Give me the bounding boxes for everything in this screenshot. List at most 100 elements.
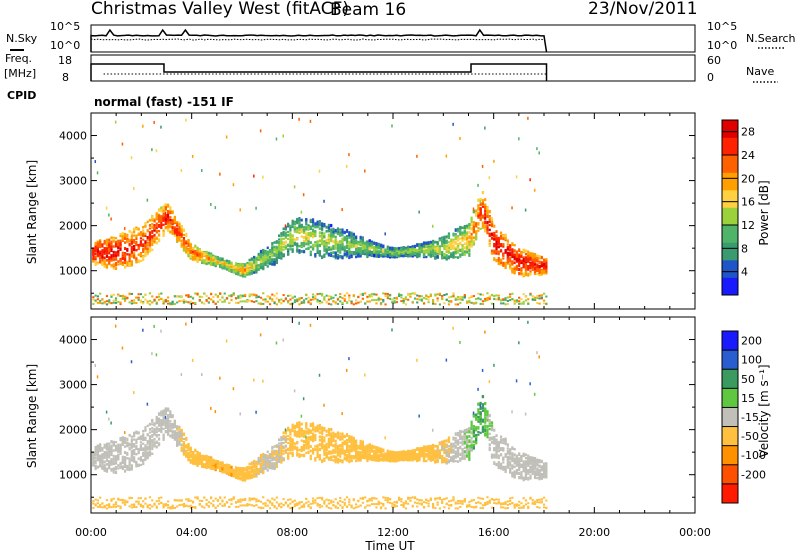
power-cell: [180, 233, 183, 236]
power-cell: [486, 299, 489, 302]
nave-label: Nave: [746, 65, 774, 78]
power-cell: [341, 208, 343, 212]
velocity-cell: [130, 449, 133, 454]
power-cell: [418, 210, 420, 214]
power-cell: [203, 292, 206, 295]
power-cell: [114, 257, 118, 261]
power-cell: [171, 302, 174, 305]
power-cell: [441, 256, 444, 260]
velocity-cell: [148, 439, 152, 443]
velocity-cell: [142, 437, 145, 442]
power-cell: [506, 296, 509, 299]
velocity-cell: [196, 450, 199, 454]
power-cell: [157, 295, 161, 298]
power-cell: [323, 235, 326, 239]
velocity-cell: [130, 458, 133, 462]
velocity-cell: [130, 465, 133, 469]
power-cell: [309, 298, 312, 301]
power-cell: [96, 253, 99, 257]
velocity-cell: [244, 504, 247, 507]
velocity-cell: [167, 429, 170, 433]
velocity-cell: [271, 446, 274, 450]
power-cell: [296, 229, 299, 234]
velocity-cell: [189, 499, 192, 502]
power-cell: [311, 223, 315, 228]
power-cell: [262, 175, 264, 179]
velocity-cell: [144, 450, 147, 454]
velocity-cell: [160, 410, 163, 414]
power-cell: [167, 228, 170, 232]
velocity-cell: [146, 440, 149, 443]
power-cell: [307, 236, 310, 240]
power-cell: [92, 260, 95, 263]
power-cell: [513, 256, 516, 260]
velocity-cell: [142, 462, 145, 466]
velocity-cell: [230, 499, 233, 502]
power-cell: [345, 242, 349, 247]
power-cell: [499, 231, 503, 235]
power-cell: [524, 272, 528, 276]
power-cell: [189, 250, 192, 254]
velocity-cell: [148, 507, 152, 510]
power-cell: [282, 233, 285, 237]
power-cell: [171, 210, 174, 214]
power-cell: [307, 227, 310, 231]
power-cell: [379, 247, 383, 250]
power-cell: [391, 246, 394, 251]
power-cell: [407, 298, 410, 301]
power-cell: [536, 259, 539, 262]
power-cell: [160, 217, 163, 221]
velocity-cell: [194, 496, 197, 499]
power-cell: [398, 250, 401, 253]
power-cell: [499, 236, 503, 240]
velocity-cell: [255, 473, 258, 477]
power-cell: [105, 265, 109, 269]
power-cell: [330, 297, 333, 300]
velocity-cell: [253, 469, 256, 474]
velocity-cell: [167, 425, 170, 429]
velocity-cell: [171, 430, 174, 434]
power-cell: [282, 245, 285, 249]
power-cell: [135, 249, 138, 252]
velocity-cell: [167, 504, 170, 507]
velocity-cell: [99, 447, 102, 450]
velocity-cell: [223, 504, 226, 507]
power-cell: [341, 230, 344, 235]
power-cell: [518, 272, 521, 276]
velocity-cell: [241, 504, 244, 507]
power-cell: [155, 215, 158, 220]
power-cell: [361, 293, 364, 296]
power-cell: [348, 153, 350, 157]
power-cell: [354, 235, 358, 240]
power-cell: [484, 216, 487, 220]
power-cell: [348, 299, 351, 302]
velocity-cell: [162, 503, 165, 506]
power-cell: [114, 253, 118, 257]
power-cell: [400, 248, 403, 252]
power-cell: [359, 300, 362, 303]
velocity-cell: [182, 449, 186, 453]
power-cell: [443, 302, 446, 305]
power-cell: [142, 300, 145, 303]
power-cell: [253, 265, 256, 270]
power-cell: [205, 261, 208, 266]
power-cell: [311, 221, 315, 224]
power-cell: [493, 238, 496, 241]
velocity-cell: [119, 465, 122, 469]
velocity-cell: [191, 501, 195, 504]
power-cell: [463, 236, 466, 241]
velocity-cell: [228, 471, 231, 476]
power-cell: [296, 222, 299, 225]
power-cell: [300, 229, 303, 234]
power-cell: [291, 234, 294, 237]
power-cell: [368, 253, 371, 257]
velocity-cell: [157, 412, 161, 416]
velocity-cell: [176, 431, 179, 436]
velocity-cell: [225, 469, 229, 473]
power-cell: [368, 239, 371, 242]
power-cell: [167, 211, 170, 215]
power-cell: [330, 231, 333, 235]
power-cell: [139, 301, 143, 304]
velocity-cell: [200, 463, 204, 467]
power-cell: [459, 225, 462, 230]
